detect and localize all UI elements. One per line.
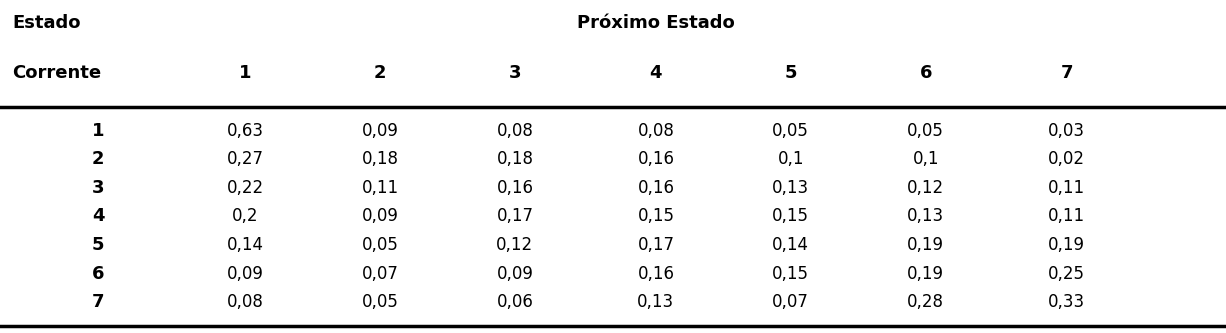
Text: 0,12: 0,12: [497, 236, 533, 254]
Text: 0,09: 0,09: [362, 122, 398, 140]
Text: 0,18: 0,18: [362, 151, 398, 168]
Text: 6: 6: [92, 264, 104, 282]
Text: 6: 6: [920, 64, 932, 82]
Text: Corrente: Corrente: [12, 64, 102, 82]
Text: Estado: Estado: [12, 14, 81, 32]
Text: 0,06: 0,06: [497, 293, 533, 311]
Text: 0,22: 0,22: [227, 179, 264, 197]
Text: 0,12: 0,12: [907, 179, 944, 197]
Text: 0,63: 0,63: [227, 122, 264, 140]
Text: 0,14: 0,14: [772, 236, 809, 254]
Text: 5: 5: [785, 64, 797, 82]
Text: 0,14: 0,14: [227, 236, 264, 254]
Text: 0,11: 0,11: [1048, 179, 1085, 197]
Text: 0,02: 0,02: [1048, 151, 1085, 168]
Text: 0,15: 0,15: [772, 264, 809, 282]
Text: 0,11: 0,11: [362, 179, 398, 197]
Text: 0,19: 0,19: [1048, 236, 1085, 254]
Text: 0,05: 0,05: [362, 293, 398, 311]
Text: 0,08: 0,08: [497, 122, 533, 140]
Text: 3: 3: [92, 179, 104, 197]
Text: 0,09: 0,09: [362, 207, 398, 225]
Text: 0,09: 0,09: [497, 264, 533, 282]
Text: 0,18: 0,18: [497, 151, 533, 168]
Text: 4: 4: [92, 207, 104, 225]
Text: 0,1: 0,1: [777, 151, 804, 168]
Text: 0,08: 0,08: [227, 293, 264, 311]
Text: 0,1: 0,1: [912, 151, 939, 168]
Text: 0,17: 0,17: [638, 236, 674, 254]
Text: 0,25: 0,25: [1048, 264, 1085, 282]
Text: 0,05: 0,05: [907, 122, 944, 140]
Text: 0,16: 0,16: [638, 264, 674, 282]
Text: 0,15: 0,15: [772, 207, 809, 225]
Text: 0,05: 0,05: [362, 236, 398, 254]
Text: 1: 1: [92, 122, 104, 140]
Text: 7: 7: [92, 293, 104, 311]
Text: 0,13: 0,13: [907, 207, 944, 225]
Text: 0,07: 0,07: [772, 293, 809, 311]
Text: 0,19: 0,19: [907, 236, 944, 254]
Text: 0,13: 0,13: [638, 293, 674, 311]
Text: 0,28: 0,28: [907, 293, 944, 311]
Text: 0,2: 0,2: [232, 207, 259, 225]
Text: Próximo Estado: Próximo Estado: [577, 14, 734, 32]
Text: 1: 1: [239, 64, 251, 82]
Text: 2: 2: [374, 64, 386, 82]
Text: 0,16: 0,16: [638, 151, 674, 168]
Text: 0,15: 0,15: [638, 207, 674, 225]
Text: 0,16: 0,16: [638, 179, 674, 197]
Text: 0,19: 0,19: [907, 264, 944, 282]
Text: 0,07: 0,07: [362, 264, 398, 282]
Text: 2: 2: [92, 151, 104, 168]
Text: 0,09: 0,09: [227, 264, 264, 282]
Text: 3: 3: [509, 64, 521, 82]
Text: 5: 5: [92, 236, 104, 254]
Text: 0,05: 0,05: [772, 122, 809, 140]
Text: 0,17: 0,17: [497, 207, 533, 225]
Text: 0,13: 0,13: [772, 179, 809, 197]
Text: 0,33: 0,33: [1048, 293, 1085, 311]
Text: 4: 4: [650, 64, 662, 82]
Text: 7: 7: [1060, 64, 1073, 82]
Text: 0,11: 0,11: [1048, 207, 1085, 225]
Text: 0,03: 0,03: [1048, 122, 1085, 140]
Text: 0,27: 0,27: [227, 151, 264, 168]
Text: 0,08: 0,08: [638, 122, 674, 140]
Text: 0,16: 0,16: [497, 179, 533, 197]
